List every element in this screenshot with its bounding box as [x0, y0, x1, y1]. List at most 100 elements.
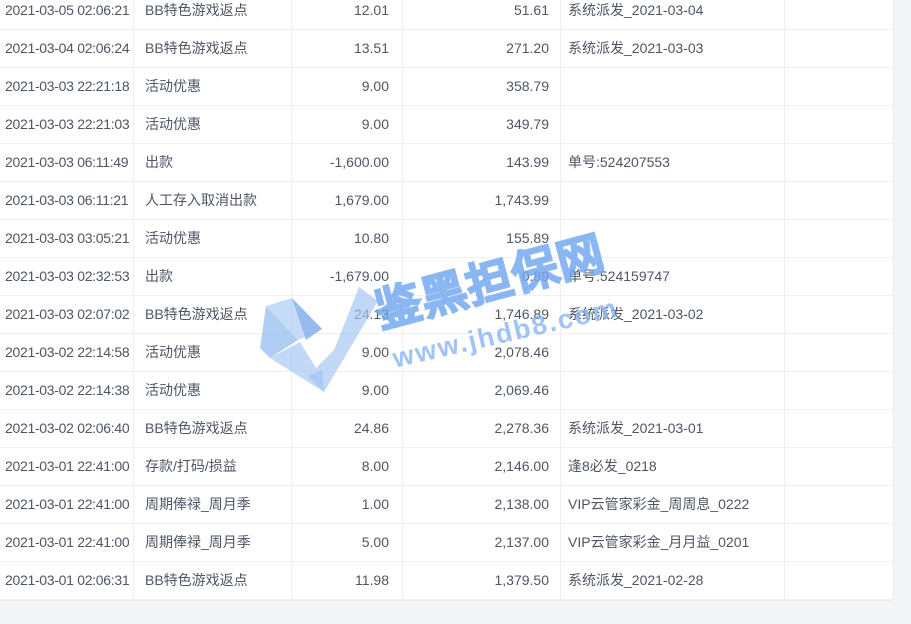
cell-amount: -1,600.00 [292, 144, 403, 181]
cell-amount: -1,679.00 [292, 258, 403, 295]
cell-amount: 24.13 [292, 296, 403, 333]
cell-type: 出款 [134, 144, 292, 181]
cell-time: 2021-03-03 22:21:03 [0, 106, 134, 143]
table-row: 2021-03-01 22:41:00 周期俸禄_周月季 5.00 2,137.00 V… [0, 524, 893, 562]
cell-remark: VIP云管家彩金_周周息_0222 [561, 486, 785, 523]
table-row: 2021-03-02 02:06:40 BB特色游戏返点 24.86 2,278.36… [0, 410, 893, 448]
cell-time: 2021-03-05 02:06:21 [0, 0, 134, 29]
cell-remark: 单号:524159747 [561, 258, 785, 295]
cell-remark [561, 220, 785, 257]
cell-time: 2021-03-02 22:14:58 [0, 334, 134, 371]
cell-type: BB特色游戏返点 [134, 410, 292, 447]
table-row: 2021-03-04 02:06:24 BB特色游戏返点 13.51 271.20 系统… [0, 30, 893, 68]
cell-extra [785, 258, 893, 295]
cell-type: 活动优惠 [134, 106, 292, 143]
cell-remark [561, 106, 785, 143]
cell-type: 周期俸禄_周月季 [134, 524, 292, 561]
cell-amount: 1,679.00 [292, 182, 403, 219]
cell-extra [785, 410, 893, 447]
cell-amount: 9.00 [292, 106, 403, 143]
cell-balance: 2,137.00 [403, 524, 561, 561]
cell-extra [785, 562, 893, 599]
cell-balance: 358.79 [403, 68, 561, 105]
cell-extra [785, 296, 893, 333]
cell-extra [785, 334, 893, 371]
cell-balance: 271.20 [403, 30, 561, 67]
cell-time: 2021-03-03 22:21:18 [0, 68, 134, 105]
cell-remark [561, 182, 785, 219]
cell-amount: 5.00 [292, 524, 403, 561]
cell-type: 活动优惠 [134, 220, 292, 257]
cell-balance: 2,138.00 [403, 486, 561, 523]
cell-amount: 9.00 [292, 68, 403, 105]
table-row: 2021-03-05 02:06:21 BB特色游戏返点 12.01 51.61 系统派… [0, 0, 893, 30]
cell-amount: 12.01 [292, 0, 403, 29]
table-row: 2021-03-03 06:11:21 人工存入取消出款 1,679.00 1,743… [0, 182, 893, 220]
cell-remark: 系统派发_2021-03-02 [561, 296, 785, 333]
cell-balance: 155.89 [403, 220, 561, 257]
cell-remark: VIP云管家彩金_月月益_0201 [561, 524, 785, 561]
cell-type: BB特色游戏返点 [134, 562, 292, 599]
cell-amount: 9.00 [292, 372, 403, 409]
table-row: 2021-03-03 06:11:49 出款 -1,600.00 143.99 单号:5… [0, 144, 893, 182]
table-row: 2021-03-01 02:06:31 BB特色游戏返点 11.98 1,379.50… [0, 562, 893, 600]
cell-extra [785, 68, 893, 105]
cell-balance: 1,746.89 [403, 296, 561, 333]
cell-time: 2021-03-03 02:07:02 [0, 296, 134, 333]
cell-balance: 1,743.99 [403, 182, 561, 219]
cell-time: 2021-03-01 02:06:31 [0, 562, 134, 599]
cell-remark [561, 68, 785, 105]
cell-balance: 51.61 [403, 0, 561, 29]
cell-time: 2021-03-04 02:06:24 [0, 30, 134, 67]
cell-type: 活动优惠 [134, 68, 292, 105]
cell-extra [785, 372, 893, 409]
cell-amount: 11.98 [292, 562, 403, 599]
cell-time: 2021-03-02 22:14:38 [0, 372, 134, 409]
cell-remark: 系统派发_2021-03-04 [561, 0, 785, 29]
transactions-table: 2021-03-05 02:06:21 BB特色游戏返点 12.01 51.61 系统派… [0, 0, 893, 600]
cell-extra [785, 182, 893, 219]
cell-balance: 143.99 [403, 144, 561, 181]
cell-type: BB特色游戏返点 [134, 30, 292, 67]
cell-balance: 2,069.46 [403, 372, 561, 409]
cell-time: 2021-03-03 06:11:49 [0, 144, 134, 181]
cell-time: 2021-03-03 02:32:53 [0, 258, 134, 295]
cell-extra [785, 30, 893, 67]
table-row: 2021-03-03 02:07:02 BB特色游戏返点 24.13 1,746.89… [0, 296, 893, 334]
cell-type: 活动优惠 [134, 372, 292, 409]
cell-extra [785, 524, 893, 561]
cell-remark: 系统派发_2021-03-03 [561, 30, 785, 67]
cell-balance: 2,278.36 [403, 410, 561, 447]
cell-remark: 单号:524207553 [561, 144, 785, 181]
cell-extra [785, 0, 893, 29]
cell-extra [785, 220, 893, 257]
cell-balance: 2,146.00 [403, 448, 561, 485]
cell-type: 活动优惠 [134, 334, 292, 371]
cell-type: 存款/打码/损益 [134, 448, 292, 485]
cell-time: 2021-03-01 22:41:00 [0, 448, 134, 485]
cell-amount: 1.00 [292, 486, 403, 523]
cell-amount: 9.00 [292, 334, 403, 371]
cell-type: BB特色游戏返点 [134, 0, 292, 29]
table-row: 2021-03-03 22:21:03 活动优惠 9.00 349.79 [0, 106, 893, 144]
cell-balance: 2,078.46 [403, 334, 561, 371]
cell-balance: 1,379.50 [403, 562, 561, 599]
cell-extra [785, 144, 893, 181]
table-row: 2021-03-03 22:21:18 活动优惠 9.00 358.79 [0, 68, 893, 106]
table-row: 2021-03-02 22:14:58 活动优惠 9.00 2,078.46 [0, 334, 893, 372]
cell-balance: 349.79 [403, 106, 561, 143]
cell-time: 2021-03-03 06:11:21 [0, 182, 134, 219]
table-row: 2021-03-03 02:32:53 出款 -1,679.00 0.89 单号:524… [0, 258, 893, 296]
table-row: 2021-03-03 03:05:21 活动优惠 10.80 155.89 [0, 220, 893, 258]
cell-amount: 13.51 [292, 30, 403, 67]
cell-extra [785, 486, 893, 523]
cell-extra [785, 106, 893, 143]
cell-type: 出款 [134, 258, 292, 295]
cell-amount: 24.86 [292, 410, 403, 447]
cell-type: BB特色游戏返点 [134, 296, 292, 333]
cell-time: 2021-03-03 03:05:21 [0, 220, 134, 257]
cell-type: 周期俸禄_周月季 [134, 486, 292, 523]
cell-amount: 8.00 [292, 448, 403, 485]
table-row: 2021-03-01 22:41:00 周期俸禄_周月季 1.00 2,138.00 V… [0, 486, 893, 524]
cell-remark: 系统派发_2021-02-28 [561, 562, 785, 599]
